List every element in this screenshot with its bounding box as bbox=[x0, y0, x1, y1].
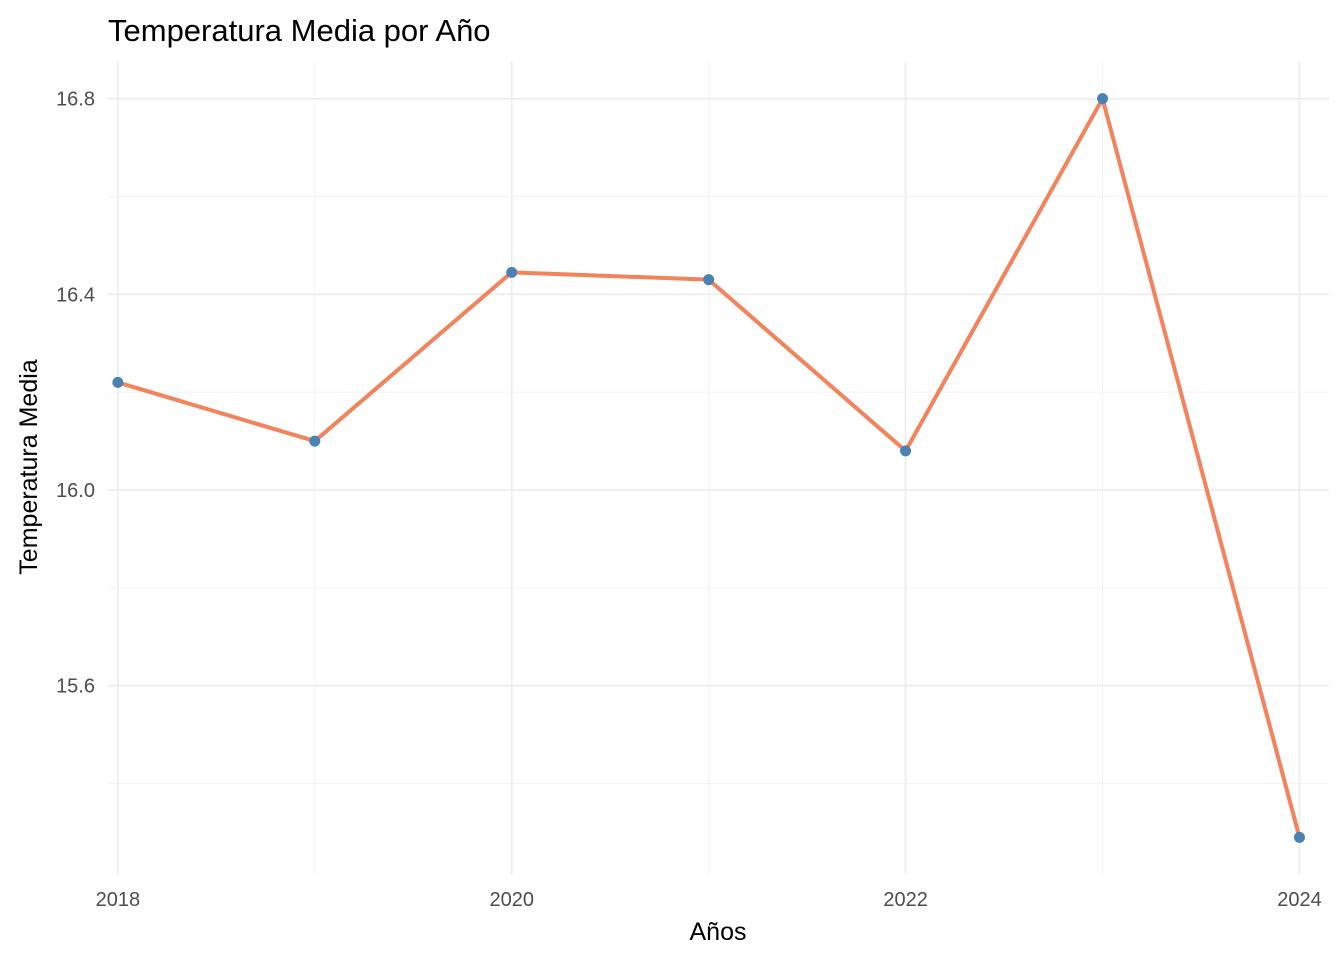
data-point bbox=[506, 266, 518, 278]
y-tick-label: 16.8 bbox=[56, 89, 95, 111]
data-point bbox=[1097, 93, 1109, 105]
series-layer bbox=[112, 93, 1305, 843]
grid bbox=[108, 62, 1329, 874]
data-point bbox=[309, 435, 321, 447]
data-point bbox=[112, 376, 124, 388]
x-tick-label: 2024 bbox=[1277, 889, 1322, 911]
data-point bbox=[1293, 831, 1305, 843]
chart-title: Temperatura Media por Año bbox=[108, 13, 491, 48]
x-tick-label: 2018 bbox=[96, 889, 141, 911]
y-tick-label: 15.6 bbox=[56, 676, 95, 698]
data-point bbox=[900, 445, 912, 457]
x-tick-label: 2022 bbox=[883, 889, 928, 911]
tick-labels: 2018 2020 2022 2024 15.6 16.0 16.4 16.8 bbox=[56, 89, 1322, 911]
y-axis-label: Temperatura Media bbox=[15, 359, 43, 574]
x-axis-label: Años bbox=[690, 918, 747, 946]
y-tick-label: 16.0 bbox=[56, 480, 95, 502]
data-point bbox=[703, 274, 715, 286]
y-tick-label: 16.4 bbox=[56, 284, 95, 306]
x-tick-label: 2020 bbox=[489, 889, 534, 911]
